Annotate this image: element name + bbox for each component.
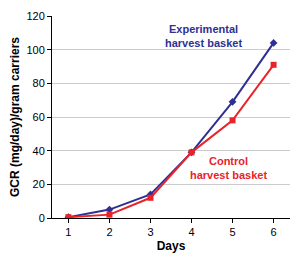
svg-text:20: 20 bbox=[33, 178, 45, 190]
svg-text:100: 100 bbox=[26, 44, 44, 56]
svg-text:2: 2 bbox=[106, 226, 112, 238]
svg-text:3: 3 bbox=[147, 226, 153, 238]
svg-text:120: 120 bbox=[26, 10, 44, 22]
svg-text:0: 0 bbox=[39, 212, 45, 224]
svg-text:60: 60 bbox=[33, 111, 45, 123]
svg-text:Controlharvest basket: Controlharvest basket bbox=[190, 155, 267, 181]
svg-text:5: 5 bbox=[229, 226, 235, 238]
svg-text:Days: Days bbox=[157, 239, 186, 253]
svg-text:80: 80 bbox=[33, 77, 45, 89]
svg-text:Experimentalharvest basket: Experimentalharvest basket bbox=[165, 23, 242, 49]
svg-text:40: 40 bbox=[33, 145, 45, 157]
svg-text:4: 4 bbox=[188, 226, 194, 238]
svg-text:6: 6 bbox=[271, 226, 277, 238]
svg-text:GCR (mg/day)/gram carriers: GCR (mg/day)/gram carriers bbox=[8, 37, 22, 197]
svg-text:1: 1 bbox=[65, 226, 71, 238]
